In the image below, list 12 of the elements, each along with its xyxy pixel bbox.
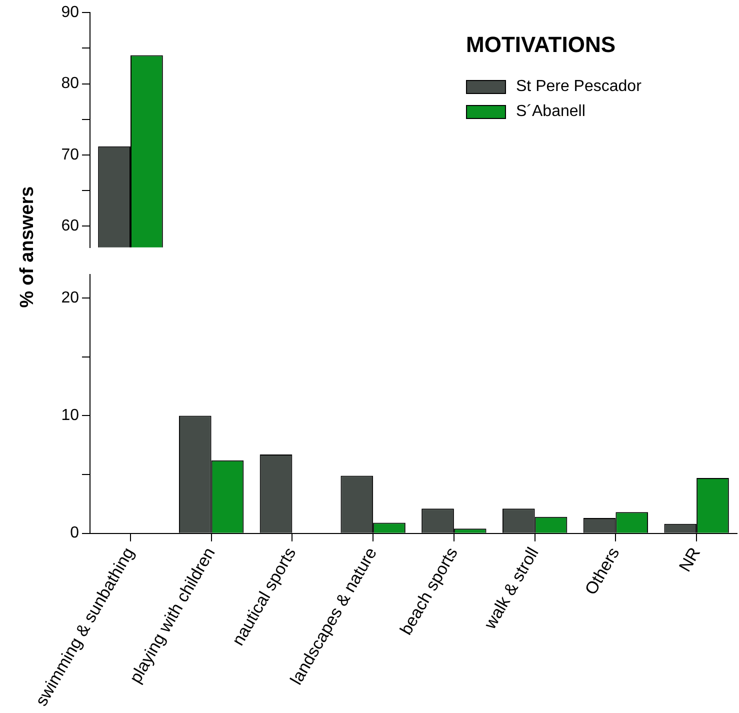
legend-title: MOTIVATIONS: [466, 32, 617, 58]
y-tick-label: 10: [61, 407, 80, 424]
x-tick-label: NR: [675, 544, 704, 576]
y-tick-label: 0: [70, 524, 80, 542]
legend-label: St Pere Pescador: [516, 78, 642, 96]
y-axis-title: % of answers: [17, 185, 39, 310]
y-tick-label: 60: [61, 217, 80, 234]
y-tick-label: 20: [61, 290, 80, 307]
y-tick-label: 80: [61, 75, 80, 92]
y-tick-label: 90: [61, 4, 80, 22]
y-tick-label: 70: [61, 146, 80, 164]
legend-label: S´Abanell: [516, 102, 586, 120]
